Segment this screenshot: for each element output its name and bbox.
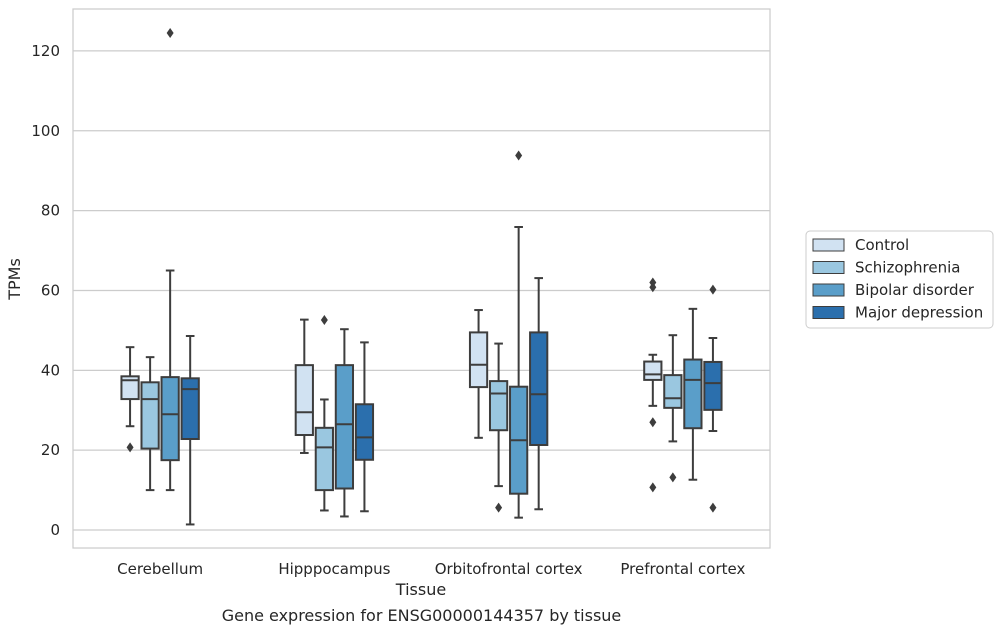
figure-caption: Gene expression for ENSG00000144357 by t… xyxy=(221,606,622,625)
box-major-depression xyxy=(354,341,375,513)
box-control xyxy=(643,277,663,493)
x-tick-labels: Cerebellum Hipppocampus Orbitofrontal cort… xyxy=(117,560,745,578)
y-tick-label: 80 xyxy=(41,202,60,220)
box-body xyxy=(468,331,489,389)
box-bipolar-disorder xyxy=(509,150,529,519)
box-bipolar-disorder xyxy=(683,307,703,481)
y-tick-label: 60 xyxy=(41,281,60,299)
outlier-point xyxy=(126,442,134,453)
x-axis-title: Tissue xyxy=(395,580,446,599)
box-bipolar-disorder xyxy=(160,27,180,492)
box-schizophrenia xyxy=(314,315,334,512)
legend: Control Schizophrenia Bipolar disorder Majo… xyxy=(805,230,994,329)
box-body xyxy=(663,374,683,409)
box-body xyxy=(529,331,549,446)
box-body xyxy=(180,377,200,441)
outlier-point xyxy=(649,417,657,428)
y-axis-title: TPMs xyxy=(5,258,24,301)
box-schizophrenia xyxy=(488,342,509,513)
box-body xyxy=(294,364,314,437)
box-major-depression xyxy=(703,284,723,513)
outlier-point xyxy=(649,282,657,293)
x-tick-label: Cerebellum xyxy=(117,560,203,578)
x-tick-label: Prefrontal cortex xyxy=(620,560,745,578)
plot-frame xyxy=(72,8,771,549)
outlier-point xyxy=(709,502,717,513)
legend-swatch xyxy=(812,283,845,297)
legend-label: Major depression xyxy=(855,304,983,322)
legend-frame xyxy=(805,230,994,329)
box-body xyxy=(160,376,180,462)
legend-swatch xyxy=(812,261,845,274)
legend-label: Bipolar disorder xyxy=(855,281,975,299)
y-tick-label: 100 xyxy=(31,122,60,140)
box-bipolar-disorder xyxy=(334,328,355,518)
outlier-point xyxy=(166,27,174,38)
y-tick-label: 0 xyxy=(50,521,60,539)
plot-area xyxy=(73,9,770,548)
y-tick-labels: 0 20 40 60 80 100 120 xyxy=(31,42,60,539)
outlier-point xyxy=(515,150,523,161)
x-tick-label: Hipppocampus xyxy=(278,560,390,578)
outlier-point xyxy=(320,315,328,326)
y-tick-label: 40 xyxy=(41,361,60,379)
legend-swatch xyxy=(812,238,845,252)
boxes xyxy=(120,27,723,526)
box-control xyxy=(120,346,140,453)
box-body xyxy=(314,426,334,492)
box-body xyxy=(643,360,663,381)
legend-label: Schizophrenia xyxy=(855,259,960,277)
outlier-point xyxy=(709,284,717,295)
outlier-point xyxy=(649,482,657,493)
box-body xyxy=(120,375,140,401)
legend-label: Control xyxy=(855,236,909,254)
y-tick-label: 120 xyxy=(31,42,60,60)
box-body xyxy=(703,360,723,411)
outlier-point xyxy=(495,502,503,513)
box-schizophrenia xyxy=(140,356,160,492)
box-control xyxy=(294,318,314,454)
y-tick-label: 20 xyxy=(41,441,60,459)
box-control xyxy=(468,309,489,439)
box-body xyxy=(488,380,509,432)
legend-swatch xyxy=(812,306,845,319)
box-schizophrenia xyxy=(663,334,683,483)
box-body xyxy=(683,358,703,430)
box-body xyxy=(354,403,375,461)
outlier-point xyxy=(669,472,677,483)
box-body xyxy=(140,381,160,450)
box-major-depression xyxy=(180,334,200,526)
box-major-depression xyxy=(529,277,549,511)
box-body xyxy=(334,364,355,490)
x-tick-label: Orbitofrontal cortex xyxy=(435,560,583,578)
gridlines xyxy=(73,50,770,531)
